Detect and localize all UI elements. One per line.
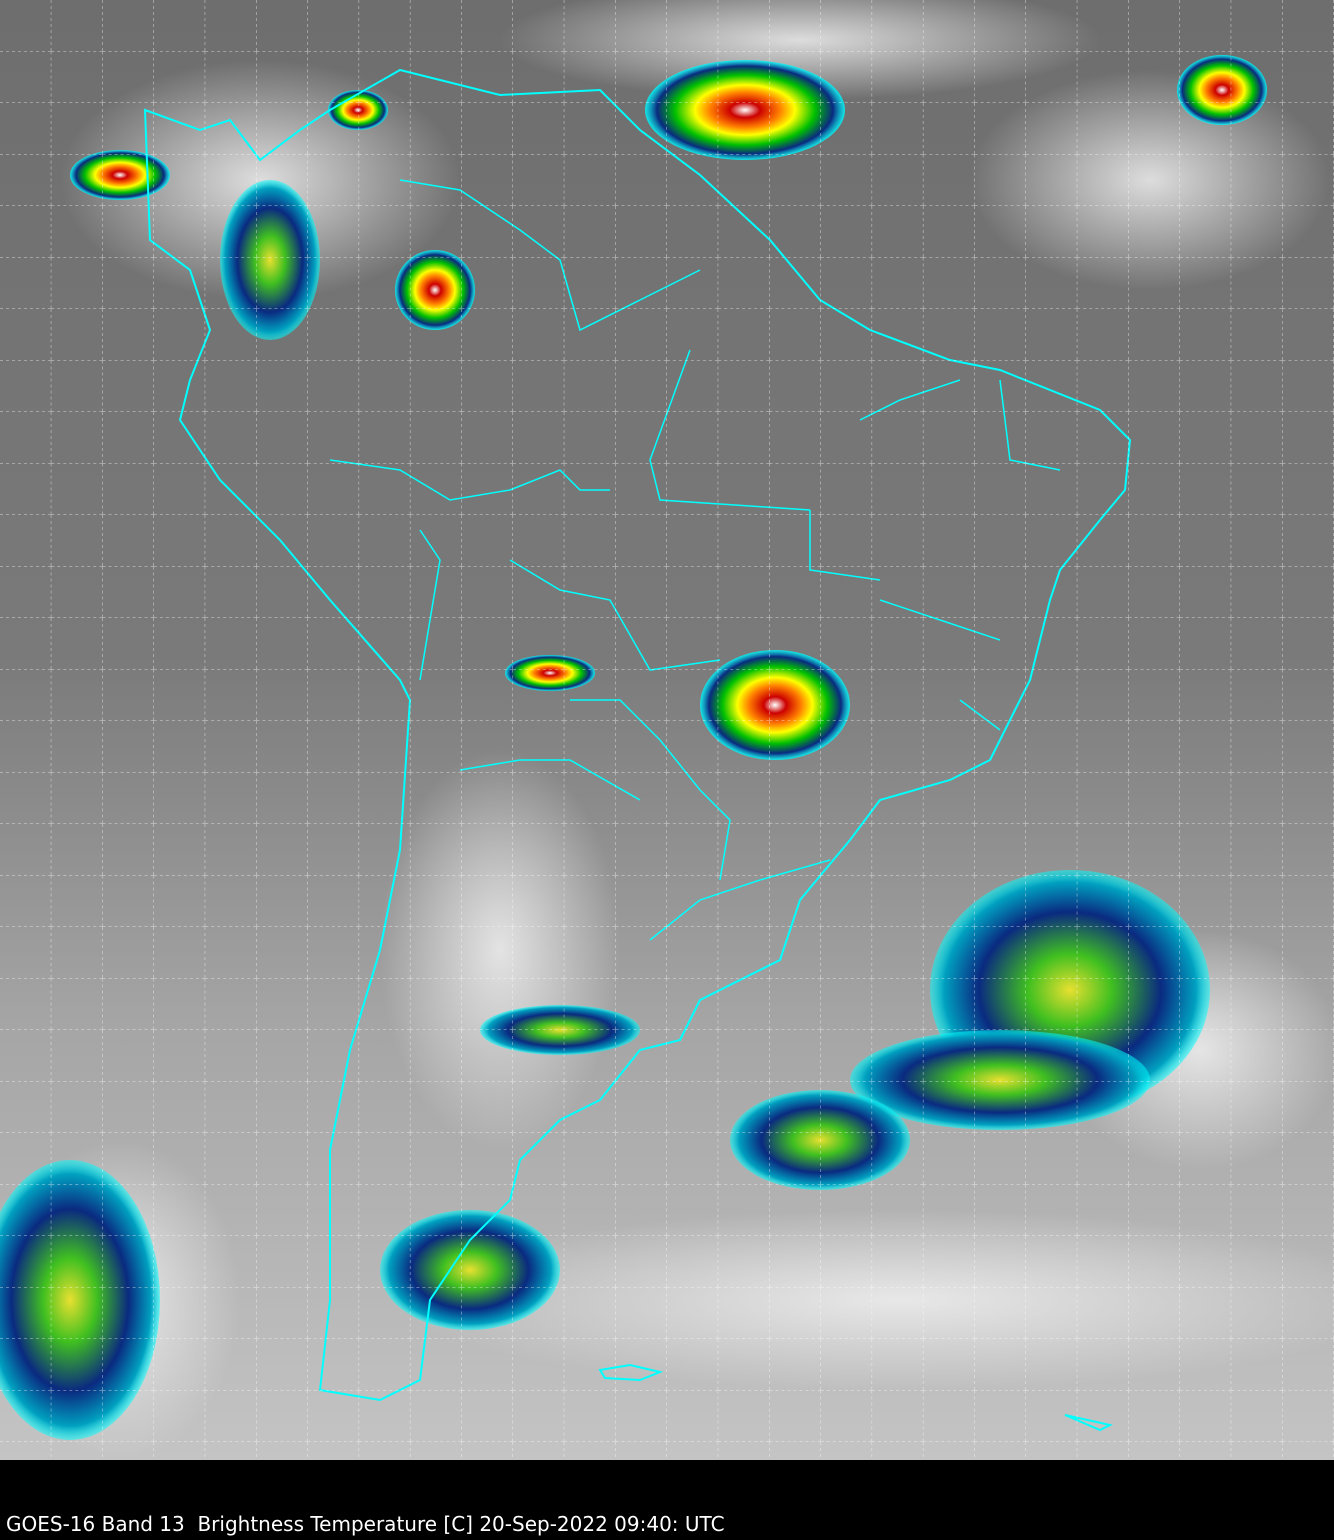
satellite-image-map	[0, 0, 1334, 1460]
image-caption: GOES-16 Band 13 Brightness Temperature […	[6, 1512, 725, 1536]
lat-lon-grid	[0, 0, 1334, 1460]
